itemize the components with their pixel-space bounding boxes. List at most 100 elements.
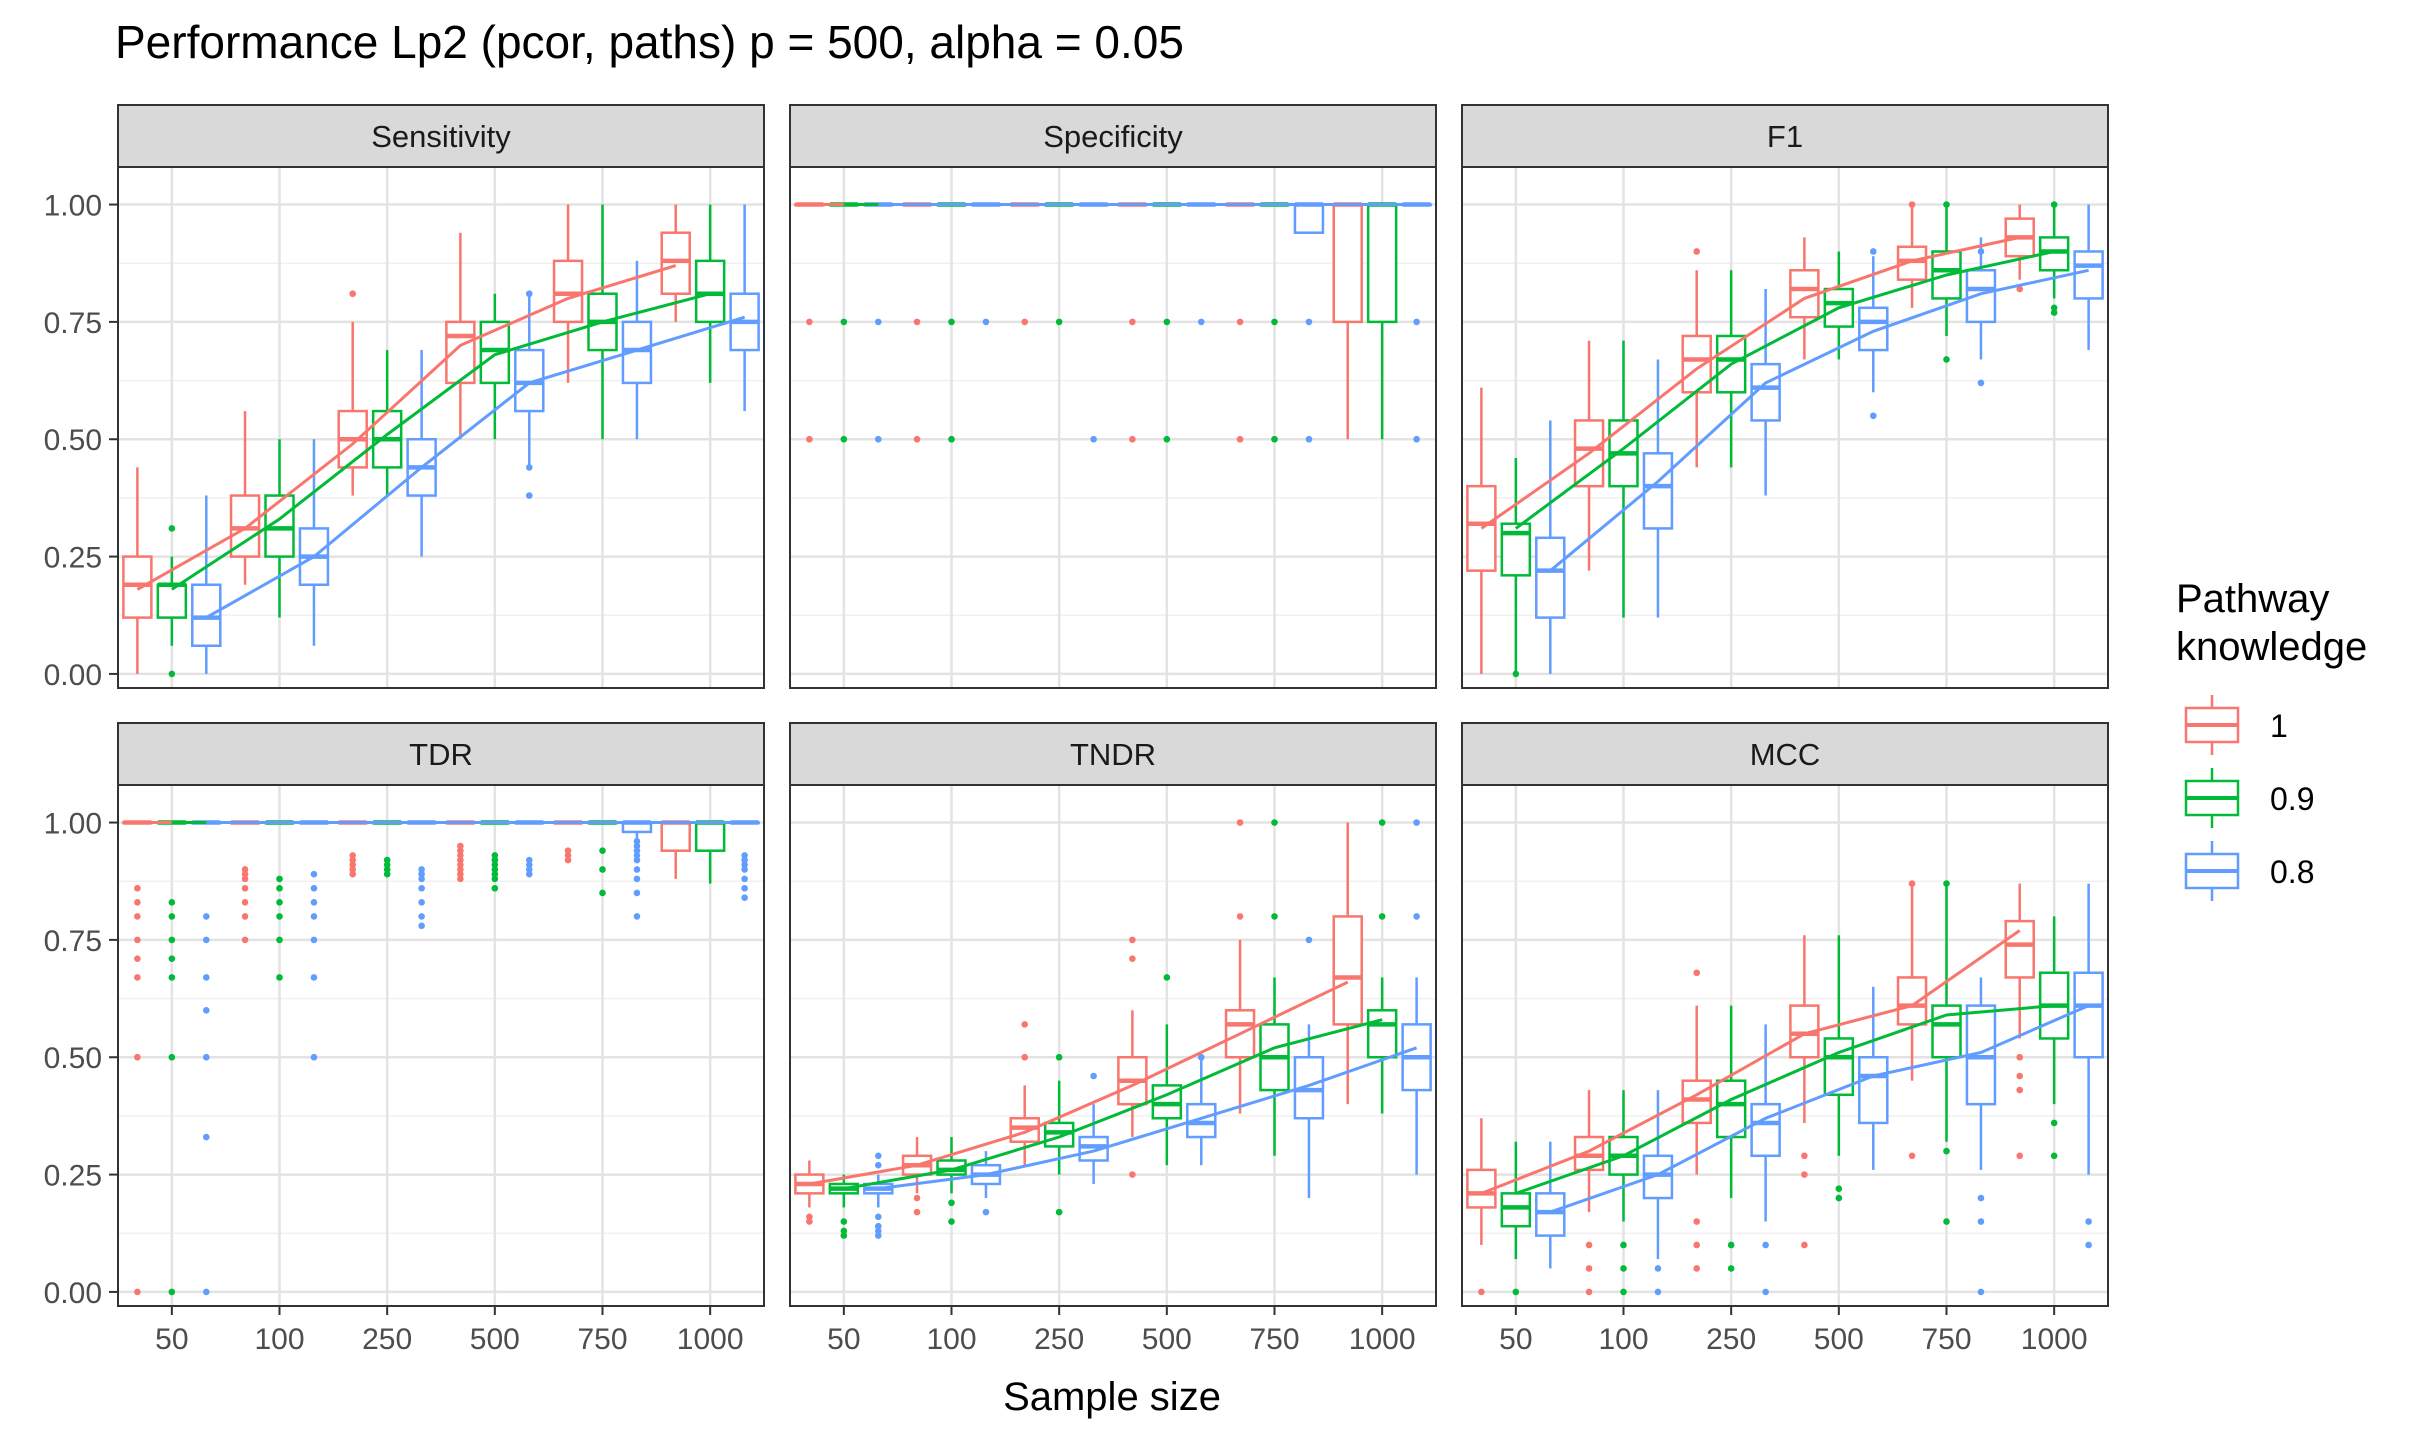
legend-label-0-8: 0.8 — [2270, 854, 2314, 890]
outlier-point — [2016, 1053, 2024, 1061]
box-mcc-series-0-1000 — [2004, 919, 2035, 979]
outlier-point — [1413, 913, 1420, 920]
outlier-point — [310, 870, 318, 878]
box-specificity-series-2-750 — [1293, 203, 1325, 234]
box-tndr-series-1-1000 — [1366, 1009, 1398, 1059]
outlier-point — [491, 852, 499, 859]
outlier-point — [491, 870, 499, 878]
outlier-point — [1197, 318, 1205, 326]
x-tick-label: 1000 — [677, 1323, 744, 1356]
outlier-point — [457, 842, 464, 850]
outlier-point — [525, 856, 533, 864]
box-sensitivity-series-0-1000 — [660, 231, 691, 295]
outlier-point — [741, 856, 748, 864]
outlier-point — [1413, 318, 1420, 326]
x-tick-label: 1000 — [2021, 1323, 2088, 1356]
outlier-point — [1163, 974, 1171, 981]
outlier-point — [1943, 356, 1950, 363]
mean-line-f1-series-1 — [1514, 250, 2055, 530]
outlier-point — [741, 866, 748, 873]
outlier-point — [418, 922, 425, 930]
box-sensitivity-series-0-750 — [552, 259, 584, 324]
outlier-point — [168, 525, 176, 532]
outlier-point — [168, 936, 176, 944]
outlier-point — [1585, 1288, 1593, 1296]
outlier-point — [2016, 1152, 2024, 1160]
outlier-point — [168, 1288, 176, 1296]
box-specificity-series-0-1000 — [1332, 203, 1363, 324]
outlier-point — [599, 889, 606, 897]
outlier-point — [349, 861, 357, 869]
outlier-point — [874, 1152, 882, 1160]
outlier-point — [1977, 1288, 1985, 1296]
outlier-point — [310, 1053, 318, 1061]
mean-line-sensitivity-series-1 — [170, 292, 711, 591]
y-tick-label: 1.00 — [44, 190, 102, 223]
outlier-point — [1762, 1288, 1769, 1296]
outlier-point — [202, 1006, 210, 1014]
strip-mcc — [1461, 722, 2109, 786]
outlier-point — [202, 1288, 210, 1296]
outlier-point — [491, 856, 499, 864]
box-mcc-series-2-500 — [1858, 1055, 1889, 1125]
outlier-point — [1055, 1053, 1063, 1061]
box-sensitivity-series-2-50 — [191, 583, 222, 648]
outlier-point — [202, 974, 210, 981]
outlier-point — [564, 856, 572, 864]
legend-label-1: 1 — [2270, 708, 2288, 744]
outlier-point — [948, 1199, 955, 1207]
panel-background — [118, 785, 764, 1306]
outlier-point — [310, 899, 318, 906]
outlier-point — [276, 899, 283, 906]
outlier-point — [1236, 318, 1244, 326]
outlier-point — [633, 875, 641, 883]
box-tdr-series-1-1000 — [694, 821, 726, 852]
outlier-point — [134, 974, 141, 981]
box-tdr-series-0-1000 — [660, 821, 691, 852]
outlier-point — [1197, 1053, 1205, 1061]
outlier-point — [2016, 1072, 2024, 1080]
outlier-point — [806, 1218, 813, 1225]
x-tick-label: 500 — [1142, 1323, 1192, 1356]
outlier-point — [1236, 435, 1244, 443]
outlier-point — [418, 913, 425, 920]
outlier-point — [2085, 1218, 2092, 1225]
outlier-point — [874, 1227, 882, 1235]
outlier-point — [457, 847, 464, 855]
outlier-point — [310, 913, 318, 920]
box-mcc-series-0-750 — [1896, 976, 1928, 1026]
outlier-point — [491, 861, 499, 869]
outlier-point — [457, 861, 464, 869]
outlier-point — [525, 492, 533, 499]
strip-specificity — [789, 104, 1437, 168]
x-tick-label: 750 — [1921, 1323, 1971, 1356]
legend-key-2 — [2184, 841, 2240, 901]
x-tick-label: 100 — [254, 1323, 304, 1356]
outlier-point — [1908, 880, 1916, 887]
outlier-point — [241, 899, 249, 906]
outlier-point — [1585, 1241, 1593, 1249]
x-tick-label: 500 — [1814, 1323, 1864, 1356]
outlier-point — [913, 435, 921, 443]
box-sensitivity-series-0-50 — [122, 555, 153, 619]
outlier-point — [874, 1222, 882, 1230]
outlier-point — [1654, 1265, 1662, 1272]
outlier-point — [457, 875, 464, 883]
strip-label-tndr: TNDR — [1070, 737, 1156, 772]
box-f1-series-0-50 — [1466, 484, 1497, 572]
outlier-point — [1021, 318, 1029, 326]
legend: Pathway knowledge 1 0.9 0.8 — [2176, 577, 2367, 901]
y-tick-label: 0.00 — [44, 1277, 102, 1310]
outlier-point — [202, 1133, 210, 1141]
outlier-point — [1869, 412, 1877, 420]
legend-key-0 — [2184, 695, 2240, 755]
outlier-point — [1977, 379, 1985, 387]
outlier-point — [741, 852, 748, 859]
outlier-point — [241, 884, 249, 892]
x-tick-label: 500 — [470, 1323, 520, 1356]
outlier-point — [874, 1232, 882, 1239]
outlier-point — [1129, 435, 1136, 443]
outlier-point — [633, 838, 641, 845]
mean-line-sensitivity-series-2 — [205, 315, 746, 619]
outlier-point — [2050, 309, 2058, 316]
